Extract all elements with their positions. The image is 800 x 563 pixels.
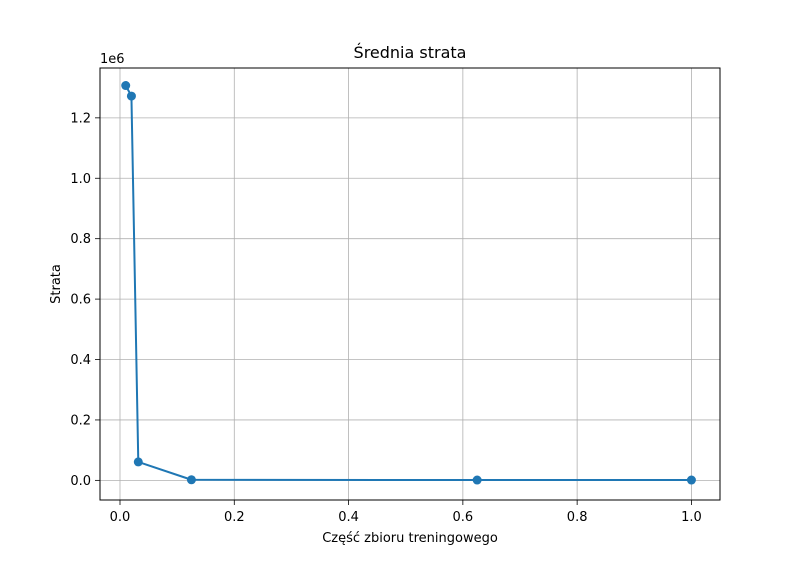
y-tick-label: 1.0 [70, 172, 91, 187]
y-tick-label: 0.0 [70, 474, 91, 489]
ticks: 0.0 0.2 0.4 0.6 0.8 1.0 0.0 0.2 0.4 0.6 0.8 1.0 1.2 [70, 111, 701, 525]
series-layer [121, 81, 696, 485]
data-point [121, 81, 131, 91]
data-point [472, 475, 482, 485]
x-tick-label: 0.4 [338, 510, 359, 525]
data-point [133, 457, 143, 467]
grid [100, 68, 720, 500]
data-point [686, 475, 696, 485]
y-tick-label: 0.4 [70, 353, 91, 368]
y-axis-label: Strata [49, 264, 64, 304]
x-tick-label: 1.0 [681, 510, 702, 525]
x-tick-label: 0.2 [224, 510, 245, 525]
y-tick-label: 0.8 [70, 232, 91, 247]
y-tick-label: 1.2 [70, 111, 91, 126]
y-tick-label: 0.6 [70, 293, 91, 308]
y-axis-offset-label: 1e6 [100, 52, 125, 67]
y-tick-label: 0.2 [70, 413, 91, 428]
chart-title: Średnia strata [354, 43, 467, 62]
plot-frame [99, 67, 721, 501]
x-axis-label: Część zbioru treningowego [322, 531, 498, 546]
x-tick-label: 0.0 [110, 510, 131, 525]
x-tick-label: 0.8 [567, 510, 588, 525]
data-point [126, 91, 136, 101]
x-tick-label: 0.6 [453, 510, 474, 525]
data-point [186, 475, 196, 485]
series-line [124, 85, 692, 482]
